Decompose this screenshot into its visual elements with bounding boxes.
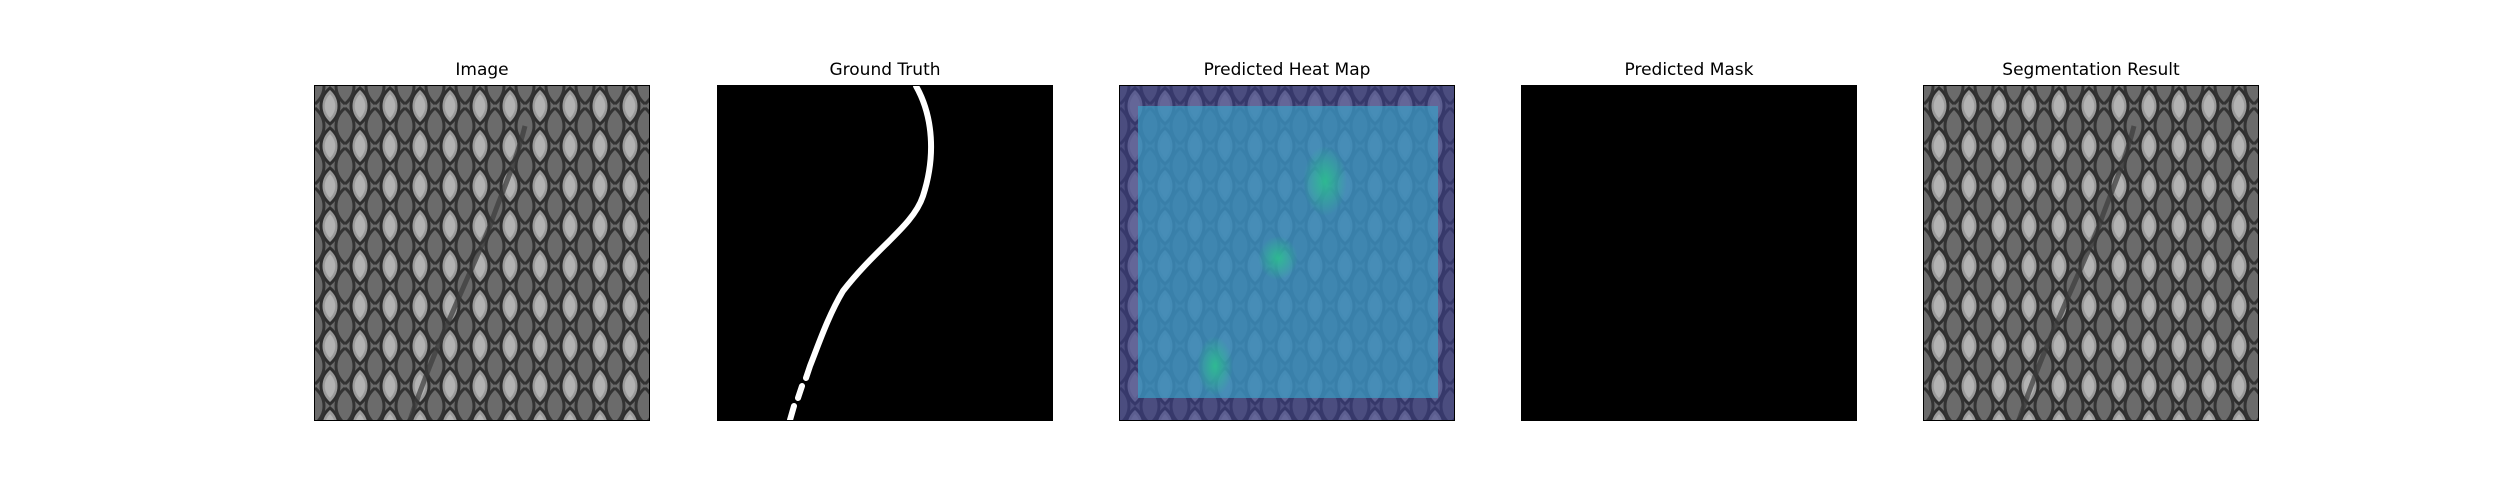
panel-title: Predicted Heat Map [1203,60,1371,80]
panel-title: Ground Truth [829,60,941,80]
panel-title: Predicted Mask [1624,60,1754,80]
heatmap-frame [1119,85,1455,421]
image-frame [314,85,650,421]
ground-truth-mask [718,86,1052,420]
ground-truth-frame [717,85,1053,421]
segmentation-frame [1923,85,2259,421]
predicted-mask [1522,86,1856,420]
predicted-mask-frame [1521,85,1857,421]
heatmap-overlay [1120,86,1454,420]
texture-image [315,86,649,420]
panel-title: Image [455,60,509,80]
segmentation-result [1924,86,2258,420]
panel-title: Segmentation Result [2002,60,2180,80]
